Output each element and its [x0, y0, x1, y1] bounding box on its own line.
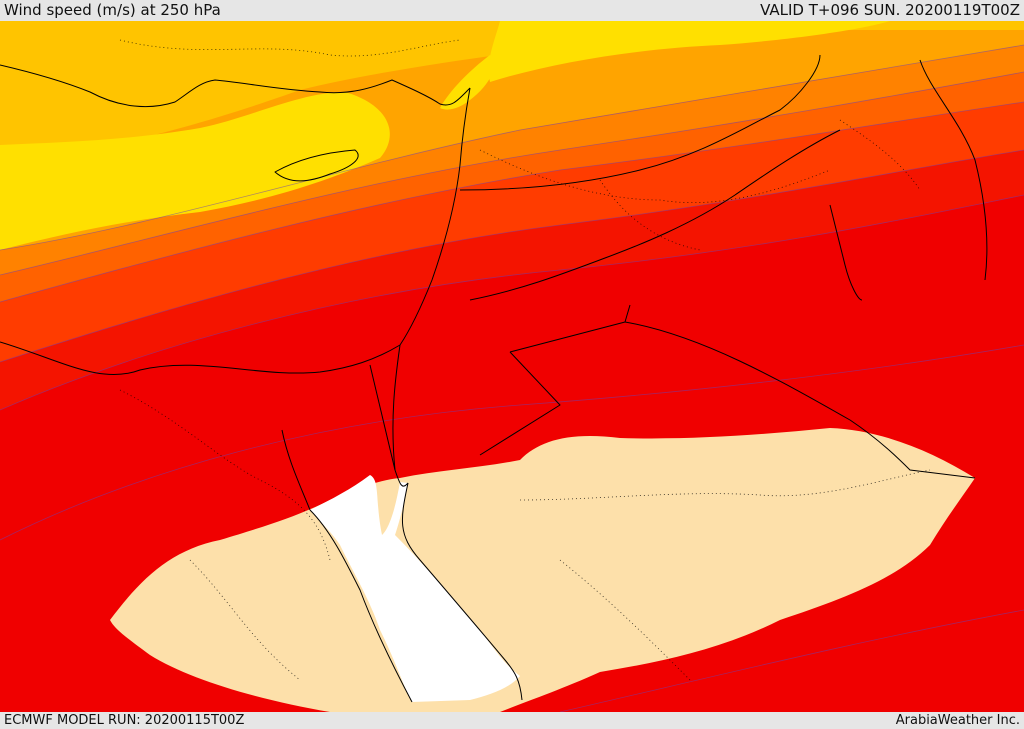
model-run: ECMWF MODEL RUN: 20200115T00Z — [4, 713, 245, 728]
coastlines — [0, 54, 988, 703]
valid-time: VALID T+096 SUN. 20200119T00Z — [760, 1, 1020, 19]
band-1-north — [488, 21, 890, 82]
contour-lines — [0, 44, 1024, 712]
sea-gap — [310, 475, 520, 702]
band-2 — [0, 21, 1024, 165]
footer-bar: ECMWF MODEL RUN: 20200115T00Z ArabiaWeat… — [0, 712, 1024, 729]
wind-speed-map — [0, 21, 1024, 712]
map-title: Wind speed (m/s) at 250 hPa — [4, 1, 221, 19]
provider-credit: ArabiaWeather Inc. — [895, 713, 1020, 728]
header-bar: Wind speed (m/s) at 250 hPa VALID T+096 … — [0, 0, 1024, 21]
band-1-lebanon — [440, 55, 494, 110]
calm-zone — [110, 428, 975, 712]
admin-borders — [119, 39, 931, 681]
band-1-west — [0, 92, 390, 250]
